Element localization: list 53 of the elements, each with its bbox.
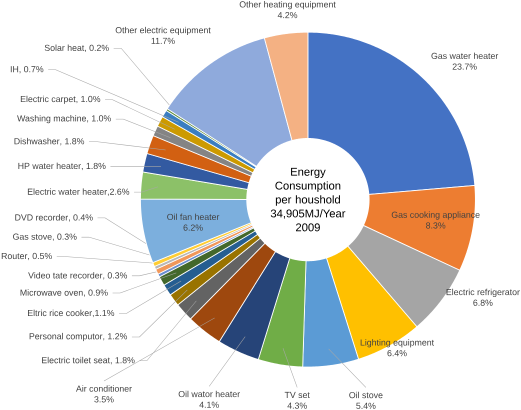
data-label: 23.7% [452,64,477,70]
slice-label: Dishwasher [14,138,60,144]
data-label: , 0.7% [20,66,44,74]
data-label: ,2.6% [108,188,130,196]
data-label: , 1.0% [76,96,100,104]
slice-label: Microwave oven [20,289,83,296]
data-label: , 0.4% [68,214,93,222]
slice-label: Oil wator heater [178,390,240,398]
slice-label: Gas stove [13,234,52,240]
data-label: 8.3% [426,222,446,229]
data-label: 5.4% [356,402,376,409]
slice-label: Video tate recorder [28,272,102,279]
data-label: 6.8% [473,300,493,306]
slice-label: Other electric equipment [116,26,211,36]
slice-label: Electric carpet [20,96,76,104]
data-label: , 0.5% [28,252,52,260]
data-label: , 1.8% [110,357,135,364]
data-label: , 0.3% [103,272,128,280]
slice-label: Router [2,252,28,260]
slice-label: DVD recorder [15,214,68,221]
data-label: , 1.2% [103,333,128,340]
slice-label: Oil fan heater [167,214,220,220]
data-label: 4.2% [278,12,298,18]
data-label: 6.4% [387,350,407,356]
slice-label: IH [10,66,18,72]
data-label: 6.2% [184,224,203,231]
text: Energy Consumption per houshold [275,168,340,206]
slice-label: Washing machine [17,115,86,124]
data-label: ,1.1% [92,310,114,318]
slice-label: Electric toilet seat [42,356,110,364]
data-label: 4.3% [287,402,307,409]
slice-label: Oil stove [349,392,383,398]
data-label: , 0.3% [52,234,77,241]
data-label: , 1.0% [87,115,111,123]
slice-label: HP water heater [18,162,81,170]
data-label: , 0.2% [85,44,109,52]
data-label: , 0.9% [84,290,108,297]
text: 34,905MJ/Year 2009 [270,209,346,232]
slice-label: Electric refrigerator [446,288,520,297]
slice-label: Electric water heater [28,188,107,195]
data-label: 11.7% [152,38,175,44]
data-label: , 1.8% [60,138,84,146]
slice-label: Personal computor [30,332,102,342]
data-label: , 1.8% [82,162,106,170]
slice-label: Other heating equipment [240,1,336,10]
slice-label: TV set [284,392,310,398]
data-label: 3.5% [94,396,114,402]
slice-label: Solar heat [44,44,84,51]
data-label: 4.1% [199,402,219,408]
slice-label: Gas water heater [431,52,498,60]
slice-label: Eltric rice cooker [28,310,92,316]
slice-label: Lighting equipment [360,339,434,348]
slice-label: Air conditioner [76,385,132,392]
